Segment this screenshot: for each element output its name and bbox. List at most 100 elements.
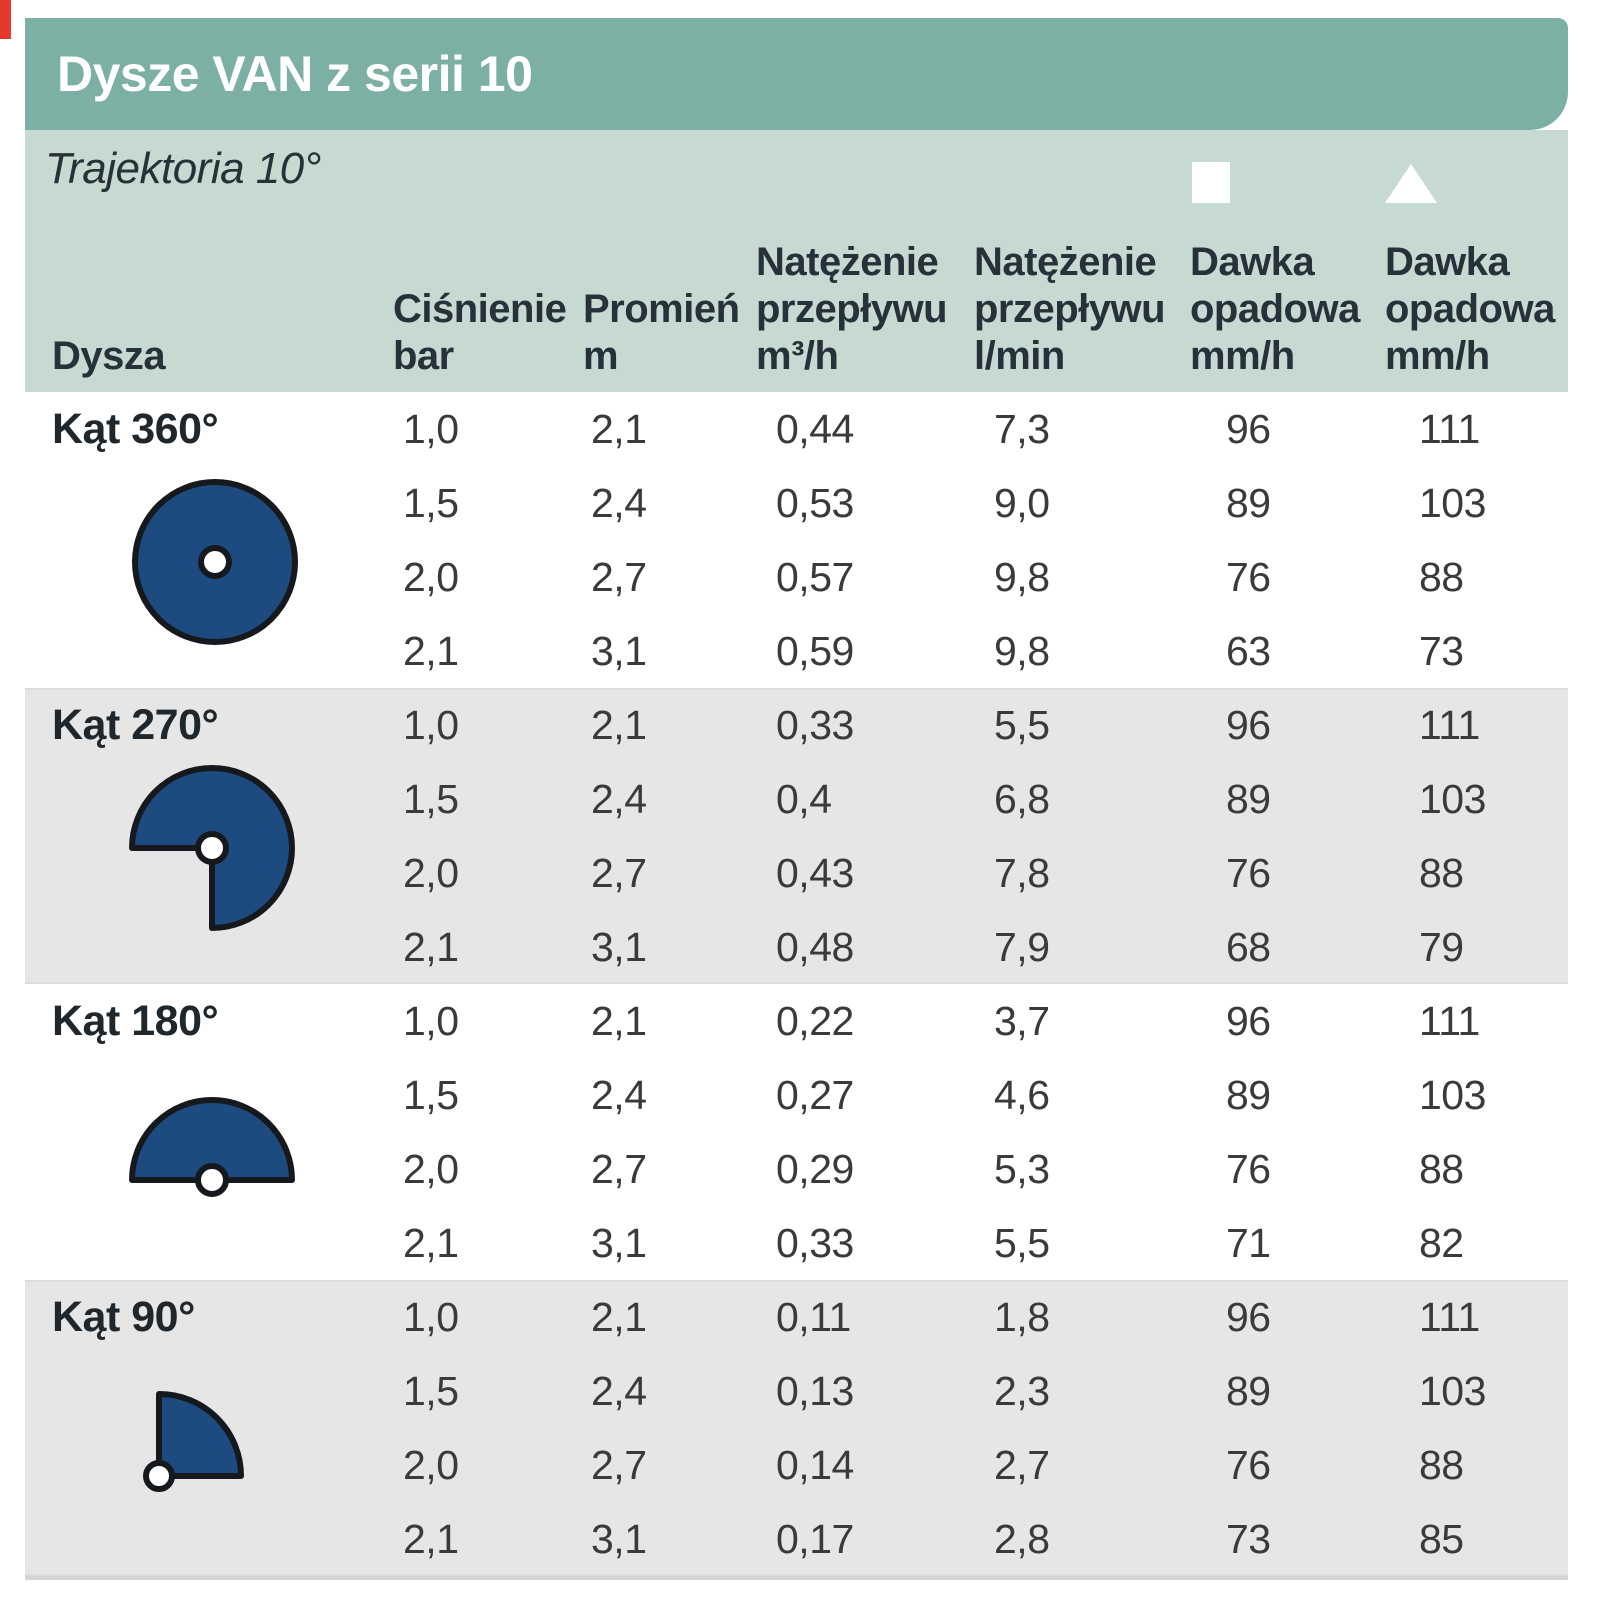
value-g2-r1-c5: 4,6 <box>994 1071 1050 1118</box>
nozzle-pattern-270-icon <box>129 765 295 931</box>
column-header-dawka-square: Dawka opadowa mm/h <box>1190 162 1385 380</box>
value-g1-r1-c2: 1,5 <box>403 775 459 822</box>
value-g3-r3-c3: 3,1 <box>591 1515 647 1562</box>
spec-table: Dysze VAN z serii 10 Trajektoria 10° Dys… <box>25 18 1568 1580</box>
value-g1-r1-c7: 103 <box>1419 775 1486 822</box>
header-line: Promień <box>583 287 740 331</box>
group-label-90: Kąt 90° <box>52 1292 195 1341</box>
value-g2-r1-c2: 1,5 <box>403 1071 459 1118</box>
value-g3-r0-c7: 111 <box>1419 1293 1480 1340</box>
value-g2-r1-c6: 89 <box>1226 1071 1271 1118</box>
value-g2-r0-c7: 111 <box>1419 997 1480 1044</box>
value-g3-r2-c6: 76 <box>1226 1441 1271 1488</box>
value-g1-r3-c2: 2,1 <box>403 923 459 970</box>
value-g3-r0-c3: 2,1 <box>591 1293 647 1340</box>
header-line: Natężenie <box>974 240 1157 284</box>
group-rows-90: Kąt 90° 1,0 2,1 0,11 1,8 96 111 1,5 2,4 0,13 2,3 8… <box>25 1280 1568 1576</box>
value-g2-r2-c7: 88 <box>1419 1145 1464 1192</box>
page-edge-red-marker <box>0 0 11 39</box>
value-g0-r1-c6: 89 <box>1226 479 1271 526</box>
trajectory-subtitle: Trajektoria 10° <box>45 144 321 193</box>
value-g0-r3-c3: 3,1 <box>591 627 647 674</box>
value-g3-r3-c5: 2,8 <box>994 1515 1050 1562</box>
column-header-dawka-triangle: Dawka opadowa mm/h <box>1385 164 1568 380</box>
value-g1-r0-c5: 5,5 <box>994 701 1050 748</box>
value-g1-r3-c5: 7,9 <box>994 923 1050 970</box>
value-g1-r2-c7: 88 <box>1419 849 1464 896</box>
header-line: opadowa <box>1190 287 1360 331</box>
value-g3-r3-c7: 85 <box>1419 1515 1464 1562</box>
header-unit: m³/h <box>756 334 839 378</box>
value-g2-r2-c6: 76 <box>1226 1145 1271 1192</box>
value-g2-r0-c5: 3,7 <box>994 997 1050 1044</box>
column-header-promien: Promień m <box>583 286 756 380</box>
nozzle-pattern-360-icon <box>132 479 298 645</box>
value-g3-r3-c4: 0,17 <box>776 1515 854 1562</box>
value-g0-r1-c3: 2,4 <box>591 479 647 526</box>
value-g1-r3-c4: 0,48 <box>776 923 854 970</box>
value-g1-r1-c5: 6,8 <box>994 775 1050 822</box>
header-unit: mm/h <box>1385 334 1490 378</box>
value-g0-r1-c5: 9,0 <box>994 479 1050 526</box>
value-g0-r0-c6: 96 <box>1226 405 1271 452</box>
value-g0-r1-c7: 103 <box>1419 479 1486 526</box>
value-g3-r3-c2: 2,1 <box>403 1515 459 1562</box>
value-g2-r1-c4: 0,27 <box>776 1071 854 1118</box>
value-g3-r1-c7: 103 <box>1419 1367 1486 1414</box>
value-g0-r2-c2: 2,0 <box>403 553 459 600</box>
triangle-spacing-icon <box>1385 164 1437 203</box>
table-header-panel: Trajektoria 10° Dysza Ciśnienie bar Prom… <box>25 130 1568 392</box>
group-rows-360: Kąt 360° 1,0 2,1 0,44 7,3 96 111 1,5 2,4 0,53 9,0… <box>25 392 1568 688</box>
value-g3-r1-c5: 2,3 <box>994 1367 1050 1414</box>
header-line: Dysza <box>52 334 166 378</box>
group-label-360: Kąt 360° <box>52 404 219 453</box>
column-header-natezenie-lmin: Natężenie przepływu l/min <box>974 239 1190 380</box>
header-line: Ciśnienie <box>393 287 567 331</box>
header-unit: l/min <box>974 334 1065 378</box>
value-g2-r2-c3: 2,7 <box>591 1145 647 1192</box>
value-g0-r3-c2: 2,1 <box>403 627 459 674</box>
header-line: opadowa <box>1385 287 1555 331</box>
value-g3-r0-c5: 1,8 <box>994 1293 1050 1340</box>
value-g0-r2-c4: 0,57 <box>776 553 854 600</box>
value-g0-r3-c6: 63 <box>1226 627 1271 674</box>
value-g0-r0-c4: 0,44 <box>776 405 854 452</box>
value-g2-r0-c3: 2,1 <box>591 997 647 1044</box>
header-line: przepływu <box>756 287 948 331</box>
value-g3-r2-c5: 2,7 <box>994 1441 1050 1488</box>
value-g1-r1-c6: 89 <box>1226 775 1271 822</box>
value-g1-r0-c4: 0,33 <box>776 701 854 748</box>
group-label-180: Kąt 180° <box>52 996 219 1045</box>
value-g1-r0-c2: 1,0 <box>403 701 459 748</box>
value-g2-r2-c2: 2,0 <box>403 1145 459 1192</box>
nozzle-group-90: Kąt 90° 1,0 2,1 0,11 1,8 96 111 1,5 2,4 0,13 2,3 8… <box>25 1280 1568 1576</box>
value-g2-r1-c3: 2,4 <box>591 1071 647 1118</box>
value-g2-r0-c4: 0,22 <box>776 997 854 1044</box>
nozzle-group-270: Kąt 270° 1,0 2,1 0,33 5,5 96 111 1,5 2,4 0,4 6,8 8… <box>25 688 1568 984</box>
value-g1-r3-c3: 3,1 <box>591 923 647 970</box>
header-line: przepływu <box>974 287 1166 331</box>
value-g3-r0-c6: 96 <box>1226 1293 1271 1340</box>
value-g3-r2-c7: 88 <box>1419 1441 1464 1488</box>
value-g1-r0-c7: 111 <box>1419 701 1480 748</box>
nozzle-pattern-180-icon <box>129 1097 295 1197</box>
value-g2-r2-c5: 5,3 <box>994 1145 1050 1192</box>
header-line: Natężenie <box>756 240 939 284</box>
nozzle-group-180: Kąt 180° 1,0 2,1 0,22 3,7 96 111 1,5 2,4 0,27 4,6… <box>25 984 1568 1280</box>
header-unit: bar <box>393 334 454 378</box>
page-title: Dysze VAN z serii 10 <box>57 46 533 102</box>
value-g2-r0-c6: 96 <box>1226 997 1271 1044</box>
header-line: Dawka <box>1190 240 1315 284</box>
value-g3-r1-c4: 0,13 <box>776 1367 854 1414</box>
value-g2-r3-c2: 2,1 <box>403 1219 459 1266</box>
value-g3-r1-c2: 1,5 <box>403 1367 459 1414</box>
group-label-270: Kąt 270° <box>52 700 219 749</box>
value-g3-r1-c6: 89 <box>1226 1367 1271 1414</box>
value-g3-r0-c2: 1,0 <box>403 1293 459 1340</box>
group-rows-180: Kąt 180° 1,0 2,1 0,22 3,7 96 111 1,5 2,4 0,27 4,6… <box>25 984 1568 1280</box>
value-g3-r2-c3: 2,7 <box>591 1441 647 1488</box>
value-g0-r1-c4: 0,53 <box>776 479 854 526</box>
value-g1-r2-c2: 2,0 <box>403 849 459 896</box>
column-headers: Dysza Ciśnienie bar Promień m Natężenie … <box>25 162 1568 392</box>
